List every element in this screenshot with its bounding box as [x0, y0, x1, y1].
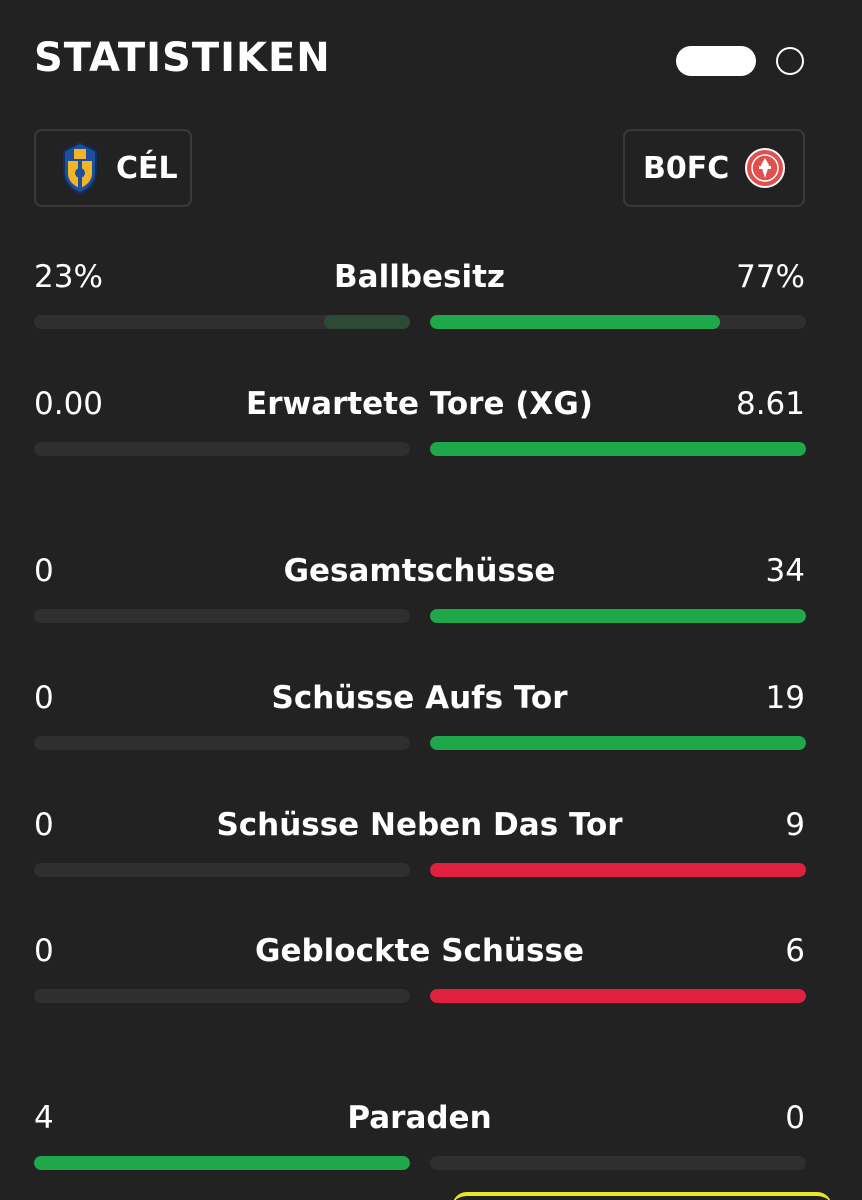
stat-home-bar	[34, 315, 410, 329]
stat-away-value: 34	[765, 553, 805, 589]
stat-home-bar	[34, 609, 410, 623]
stat-home-bar	[34, 863, 410, 877]
toggle-pill-active[interactable]	[676, 46, 756, 76]
stat-away-bar	[430, 989, 806, 1003]
stat-away-bar-fill	[430, 442, 806, 456]
stat-row: 0 Schüsse Neben Das Tor 9	[34, 805, 806, 895]
team-away-crest-icon	[745, 148, 786, 188]
stat-home-bar-fill	[34, 1156, 410, 1170]
stat-label: Schüsse Neben Das Tor	[216, 807, 623, 843]
stat-row: 23% Ballbesitz 77%	[34, 257, 806, 347]
stat-home-value: 0	[34, 933, 54, 969]
team-home-crest-icon	[63, 141, 97, 195]
stat-away-bar-fill	[430, 609, 806, 623]
stat-away-value: 8.61	[735, 386, 805, 422]
stat-home-value: 0.00	[34, 386, 104, 422]
stat-away-bar-fill	[430, 315, 720, 329]
stat-home-bar	[34, 1156, 410, 1170]
toggle-dot-inactive[interactable]	[776, 47, 804, 75]
stat-home-value: 0	[34, 553, 54, 589]
stat-row: 4 Paraden 0	[34, 1098, 806, 1188]
stat-away-value: 0	[785, 1100, 805, 1136]
stat-away-bar	[430, 609, 806, 623]
stat-row: 0 Geblockte Schüsse 6	[34, 931, 806, 1021]
stat-home-value: 0	[34, 680, 54, 716]
stat-home-bar-fill	[323, 315, 410, 329]
stat-home-value: 0	[34, 807, 54, 843]
page-title: STATISTIKEN	[34, 35, 331, 81]
bottom-action-button-edge[interactable]	[452, 1192, 832, 1200]
stat-row: 0.00 Erwartete Tore (XG) 8.61	[34, 384, 806, 474]
stat-home-value: 4	[34, 1100, 54, 1136]
stat-label: Schüsse Aufs Tor	[271, 680, 568, 716]
stat-away-bar-fill	[430, 989, 806, 1003]
stat-label: Gesamtschüsse	[283, 553, 556, 589]
stat-home-value: 23%	[34, 259, 103, 295]
stat-away-bar-fill	[430, 863, 806, 877]
stat-away-value: 6	[785, 933, 805, 969]
team-away-abbr: B0FC	[643, 150, 730, 186]
stat-away-value: 9	[785, 807, 805, 843]
stat-away-bar	[430, 736, 806, 750]
team-home-abbr: CÉL	[116, 150, 178, 186]
stat-home-bar	[34, 989, 410, 1003]
team-home-badge[interactable]: CÉL	[34, 129, 192, 207]
stat-away-bar	[430, 442, 806, 456]
team-away-badge[interactable]: B0FC	[623, 129, 805, 207]
stat-label: Erwartete Tore (XG)	[246, 386, 593, 422]
stat-row: 0 Schüsse Aufs Tor 19	[34, 678, 806, 768]
stat-away-bar	[430, 315, 806, 329]
stat-away-value: 77%	[736, 259, 805, 295]
stat-label: Geblockte Schüsse	[255, 933, 584, 969]
stat-label: Ballbesitz	[334, 259, 505, 295]
stat-home-bar	[34, 736, 410, 750]
stat-away-bar	[430, 863, 806, 877]
stat-away-value: 19	[765, 680, 805, 716]
stat-row: 0 Gesamtschüsse 34	[34, 551, 806, 641]
stat-home-bar	[34, 442, 410, 456]
stat-label: Paraden	[347, 1100, 492, 1136]
stat-away-bar	[430, 1156, 806, 1170]
stat-away-bar-fill	[430, 736, 806, 750]
